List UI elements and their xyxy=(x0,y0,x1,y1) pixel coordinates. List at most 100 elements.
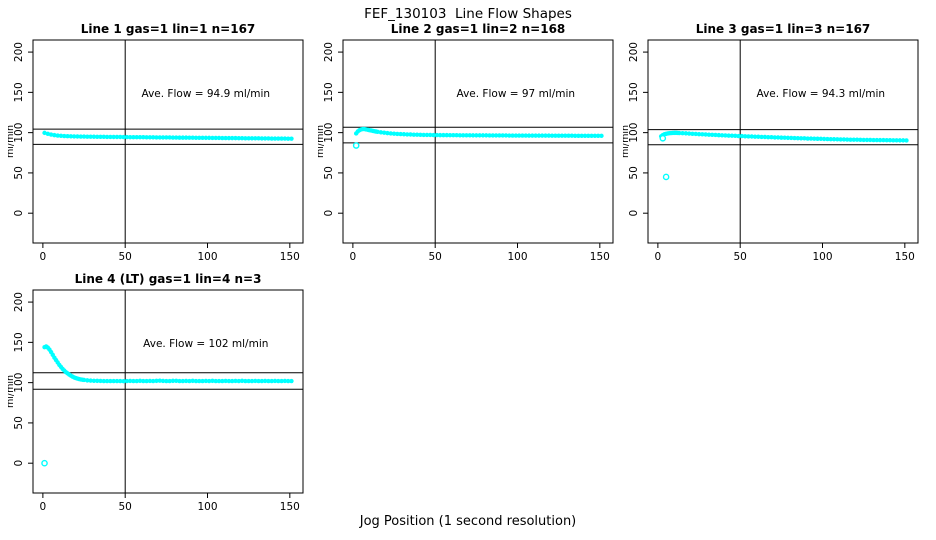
data-point xyxy=(276,136,281,141)
data-point xyxy=(749,134,754,139)
data-point xyxy=(821,136,827,142)
data-point xyxy=(203,135,209,141)
data-point xyxy=(164,378,169,384)
data-point xyxy=(559,133,565,138)
y-tick-label: 50 xyxy=(628,166,640,179)
data-point xyxy=(769,135,774,140)
x-tick-label: 50 xyxy=(119,251,132,263)
data-point xyxy=(177,135,182,140)
data-point xyxy=(104,134,110,140)
data-point xyxy=(566,133,571,138)
data-point xyxy=(266,378,271,384)
data-point xyxy=(513,133,519,138)
data-point xyxy=(464,133,469,138)
data-point xyxy=(785,135,791,141)
data-point xyxy=(825,136,830,142)
data-point xyxy=(391,131,397,136)
data-point xyxy=(434,132,440,138)
x-tick-label: 100 xyxy=(812,251,832,263)
y-tick-label: 50 xyxy=(13,416,25,429)
data-point xyxy=(683,131,689,136)
data-point xyxy=(516,133,522,138)
data-point xyxy=(388,131,393,136)
y-tick-label: 200 xyxy=(323,42,335,62)
data-point xyxy=(236,378,241,384)
data-point xyxy=(408,132,413,137)
data-point xyxy=(272,136,278,141)
plot-area: 0 50 100 150 0 50 100 150 200 ml/min Line 2 gas=1 … xyxy=(318,22,614,263)
data-point xyxy=(706,132,712,137)
x-tick-label: 0 xyxy=(40,501,47,513)
data-point xyxy=(269,378,274,384)
data-point xyxy=(881,137,886,143)
data-point xyxy=(285,378,291,384)
data-point xyxy=(549,133,555,138)
data-point xyxy=(841,137,847,142)
data-point xyxy=(95,134,100,140)
data-point xyxy=(795,135,801,141)
data-point xyxy=(249,136,255,141)
data-point xyxy=(700,132,705,137)
y-tick-label: 200 xyxy=(13,42,25,62)
y-axis-label: ml/min xyxy=(8,375,16,408)
data-point xyxy=(742,134,748,139)
data-point xyxy=(170,135,176,140)
data-point xyxy=(798,136,804,141)
data-point xyxy=(223,135,228,141)
data-point xyxy=(569,133,575,138)
data-point xyxy=(556,133,561,138)
data-point xyxy=(253,378,258,384)
plot-area: 0 50 100 150 0 50 100 150 200 ml/min Line 3 gas=1 … xyxy=(623,22,919,263)
data-point xyxy=(431,132,436,138)
data-point xyxy=(216,135,222,141)
data-point xyxy=(98,378,103,384)
data-point xyxy=(405,132,410,137)
outlier-point xyxy=(352,142,360,149)
data-point xyxy=(589,133,594,138)
x-tick-label: 150 xyxy=(280,501,300,513)
data-point xyxy=(782,135,787,140)
data-point xyxy=(81,134,87,139)
data-point xyxy=(91,378,97,383)
data-point xyxy=(831,137,837,142)
y-tick-label: 100 xyxy=(13,373,25,393)
y-tick-label: 200 xyxy=(13,292,25,312)
data-point xyxy=(510,133,515,138)
data-point xyxy=(203,378,209,384)
data-point xyxy=(114,134,120,140)
x-tick-label: 150 xyxy=(280,251,300,263)
data-point xyxy=(239,135,245,141)
data-point xyxy=(447,133,453,138)
data-point xyxy=(95,378,100,384)
data-point xyxy=(216,378,222,384)
data-point xyxy=(131,378,136,384)
data-point xyxy=(71,134,77,139)
data-point xyxy=(546,133,551,138)
data-point xyxy=(167,378,172,384)
data-point xyxy=(805,136,810,141)
outlier-point xyxy=(662,173,670,181)
data-point xyxy=(553,133,558,138)
data-point xyxy=(150,378,156,384)
data-point xyxy=(421,132,426,138)
y-tick-label: 0 xyxy=(13,210,25,217)
data-point xyxy=(467,133,472,138)
data-point xyxy=(877,137,883,143)
data-point xyxy=(418,132,423,138)
data-point xyxy=(493,133,499,138)
data-point xyxy=(206,135,212,141)
data-point xyxy=(474,133,479,138)
data-point xyxy=(729,133,735,138)
data-point xyxy=(289,378,294,384)
data-point xyxy=(891,138,896,143)
data-point xyxy=(874,137,880,143)
data-point xyxy=(677,130,682,136)
x-tick-label: 50 xyxy=(119,501,132,513)
plot-box xyxy=(32,39,304,244)
data-point xyxy=(851,137,856,142)
plot-box xyxy=(342,39,614,244)
data-point xyxy=(111,378,116,384)
data-point xyxy=(269,136,274,141)
data-point xyxy=(411,132,416,137)
data-point xyxy=(220,135,225,141)
